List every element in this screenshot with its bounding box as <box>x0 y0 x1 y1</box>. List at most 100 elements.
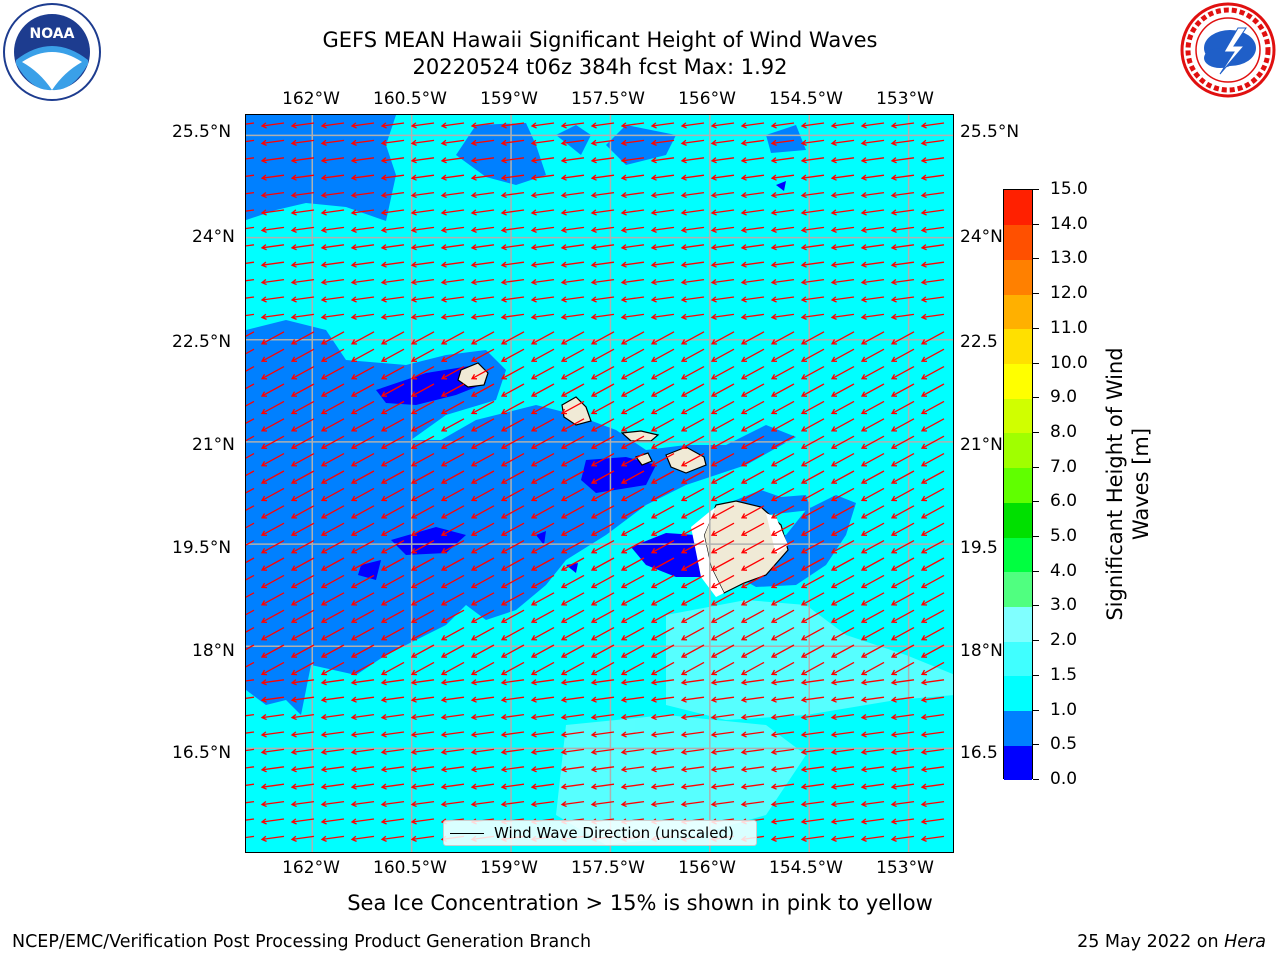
wind-wave-arrow <box>380 818 405 825</box>
noaa-logo: NOAA <box>2 2 102 102</box>
wind-wave-arrow <box>860 418 885 432</box>
wind-wave-arrow <box>320 122 345 129</box>
wind-wave-arrow <box>290 244 315 251</box>
wind-wave-arrow <box>440 696 465 703</box>
wind-wave-arrow <box>500 783 525 790</box>
wind-wave-arrow <box>560 261 585 268</box>
wind-wave-arrow <box>740 540 765 554</box>
wind-wave-arrow <box>860 609 885 624</box>
lon-label-bottom: 162°W <box>282 858 340 878</box>
wind-wave-arrow <box>246 209 255 212</box>
wind-wave-arrow <box>680 487 705 502</box>
wind-wave-arrow <box>470 679 495 686</box>
wind-wave-arrow <box>470 191 495 199</box>
wind-wave-arrow <box>530 226 555 233</box>
big-island <box>703 500 789 594</box>
wind-wave-arrow <box>440 157 465 164</box>
wind-wave-arrow <box>590 505 615 519</box>
wind-wave-arrow <box>380 174 405 181</box>
wind-wave-arrow <box>860 540 885 554</box>
wind-wave-arrow <box>740 226 765 233</box>
wind-wave-arrow <box>290 644 315 658</box>
wind-wave-arrow <box>260 122 285 129</box>
wind-wave-arrow <box>680 313 705 320</box>
wind-wave-arrow <box>770 522 795 537</box>
wind-wave-arrow <box>590 383 615 397</box>
wind-wave-arrow <box>710 731 735 738</box>
wind-wave-arrow <box>380 122 405 129</box>
wind-wave-arrow <box>410 783 435 790</box>
wind-wave-arrow <box>470 418 495 432</box>
wind-wave-arrow <box>560 592 585 606</box>
wind-wave-arrow <box>350 487 375 502</box>
lon-label-top: 156°W <box>678 89 736 109</box>
wind-wave-arrow <box>440 748 465 755</box>
wind-wave-arrow <box>500 139 525 146</box>
wind-wave-arrow <box>440 540 465 554</box>
wind-wave-arrow <box>350 627 375 641</box>
lat-label-right: 18°N <box>960 641 1003 661</box>
wind-wave-arrow <box>620 244 645 251</box>
wind-wave-arrow <box>890 226 915 233</box>
wind-wave-arrow <box>260 261 285 268</box>
wind-wave-arrow <box>920 278 945 286</box>
wind-wave-arrow <box>440 418 465 432</box>
wind-wave-arrow <box>650 139 675 146</box>
colorbar-segment <box>1004 259 1032 295</box>
wind-wave-arrow <box>380 278 405 286</box>
wind-wave-arrow <box>680 679 705 686</box>
wind-wave-arrow <box>830 748 855 755</box>
wind-wave-arrow <box>500 209 525 216</box>
wind-wave-arrow <box>246 818 255 821</box>
wind-wave-arrow <box>710 244 735 251</box>
wind-wave-arrow <box>890 818 915 825</box>
wind-wave-arrow <box>680 400 705 415</box>
wind-wave-arrow <box>590 313 615 320</box>
wind-wave-arrow <box>320 574 345 589</box>
wind-wave-arrow <box>770 139 795 146</box>
wind-wave-arrow <box>710 748 735 755</box>
colorbar-tick-mark <box>1033 258 1039 260</box>
colorbar-tick-mark <box>1033 293 1039 295</box>
wind-wave-arrow <box>246 226 255 230</box>
wind-wave-arrow <box>246 366 255 372</box>
wind-wave-arrow <box>260 331 285 345</box>
wind-wave-arrow <box>440 627 465 641</box>
wind-wave-arrow <box>680 713 705 721</box>
wind-wave-arrow <box>770 713 795 721</box>
wind-wave-arrow <box>500 226 525 233</box>
wind-wave-arrow <box>920 557 945 571</box>
wind-wave-arrow <box>830 296 855 303</box>
wind-wave-arrow <box>410 522 435 537</box>
wind-wave-arrow <box>770 679 795 686</box>
wind-wave-arrow <box>620 313 645 320</box>
wind-wave-arrow <box>260 627 285 641</box>
lon-label-top: 159°W <box>480 89 538 109</box>
wind-wave-arrow <box>620 122 645 129</box>
wind-wave-arrow <box>680 191 705 199</box>
wind-wave-arrow <box>620 487 645 502</box>
wind-wave-arrow <box>410 139 435 146</box>
wind-wave-arrow <box>620 400 645 415</box>
wind-wave-arrow <box>650 278 675 286</box>
wind-wave-arrow <box>740 418 765 432</box>
wind-wave-arrow <box>470 174 495 181</box>
wind-wave-arrow <box>890 627 915 641</box>
wind-wave-arrow <box>920 644 945 658</box>
wind-wave-arrow <box>830 174 855 181</box>
wind-wave-arrow <box>246 644 255 651</box>
wind-wave-arrow <box>440 522 465 537</box>
wind-wave-arrow <box>620 505 645 519</box>
sea-ice-footnote: Sea Ice Concentration > 15% is shown in … <box>347 891 933 915</box>
wind-wave-arrow <box>890 174 915 181</box>
wind-wave-arrow <box>920 818 945 825</box>
wind-wave-arrow <box>500 487 525 502</box>
wind-wave-arrow <box>740 470 765 484</box>
wind-wave-arrow <box>410 487 435 502</box>
wind-wave-arrow <box>260 226 285 233</box>
wind-wave-arrow <box>650 331 675 345</box>
lon-label-bottom: 156°W <box>678 858 736 878</box>
wind-wave-arrow <box>710 278 735 286</box>
wind-wave-arrow <box>470 435 495 450</box>
wind-wave-arrow <box>920 835 945 842</box>
